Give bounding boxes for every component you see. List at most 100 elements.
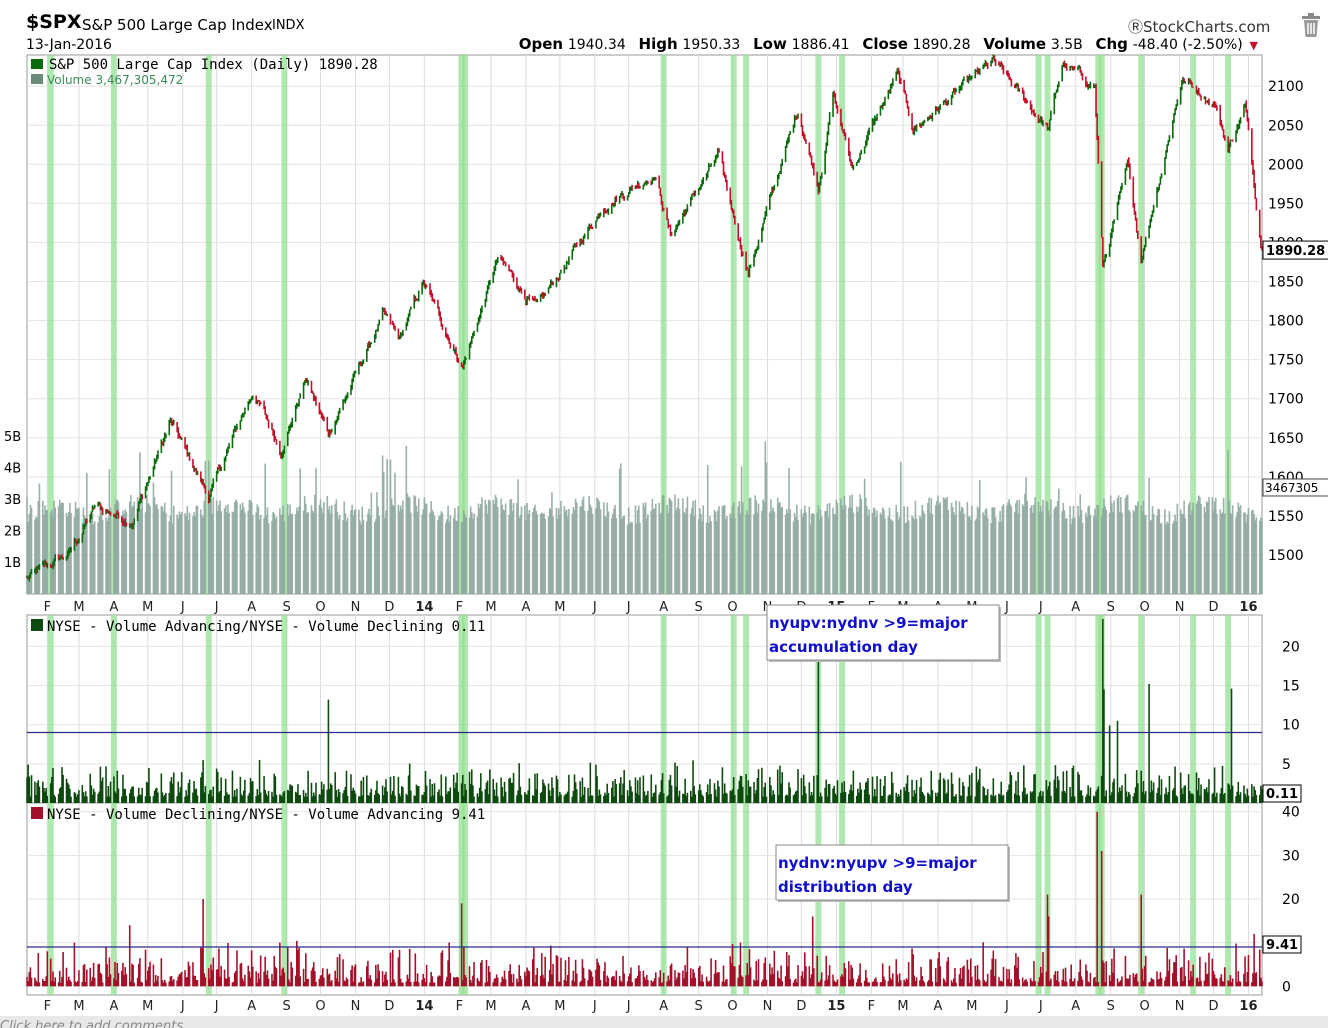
dec-adv-bar	[983, 980, 986, 987]
volume-bar	[311, 510, 314, 594]
volume-bar	[1086, 516, 1088, 594]
volume-bar	[354, 509, 357, 594]
dec-adv-bar	[354, 964, 357, 987]
volume-bar	[785, 508, 788, 594]
dec-adv-bar	[1212, 971, 1215, 987]
adv-dec-bar	[573, 774, 576, 803]
adv-dec-bar	[684, 778, 686, 803]
volume-bar	[58, 499, 61, 594]
adv-dec-bar	[581, 777, 584, 803]
adv-dec-bar	[832, 788, 834, 803]
volume-bar	[946, 496, 948, 594]
volume-bar	[627, 507, 630, 594]
volume-bar	[259, 514, 262, 594]
dec-adv-bar	[722, 965, 725, 987]
adv-dec-bar	[536, 773, 539, 803]
adv-dec-bar	[668, 779, 671, 803]
adv-dec-bar	[568, 774, 570, 803]
adv-dec-bar	[54, 796, 57, 803]
volume-bar	[350, 510, 352, 594]
dec-adv-bar	[734, 966, 736, 987]
adv-dec-bar	[233, 790, 236, 803]
dec-adv-bar	[620, 980, 622, 987]
brand-logo[interactable]: ⓇStockCharts.com	[1128, 16, 1270, 37]
adv-dec-bar	[826, 796, 829, 803]
adv-dec-bar	[942, 778, 945, 803]
dec-adv-bar	[1144, 955, 1147, 987]
volume-bar	[1236, 512, 1238, 594]
dec-adv-bar	[342, 959, 344, 987]
volume-bar	[1167, 523, 1170, 594]
dec-adv-bar	[659, 970, 662, 987]
volume-bar	[539, 513, 542, 594]
adv-dec-bar	[321, 789, 324, 803]
adv-dec-bar	[1018, 795, 1021, 803]
dec-adv-bar	[880, 981, 883, 987]
volume-bar	[1056, 501, 1059, 594]
dec-adv-bar	[476, 978, 479, 987]
dec-adv-bar	[739, 942, 742, 987]
volume-bar	[788, 468, 790, 594]
dec-adv-bar	[1134, 974, 1137, 987]
adv-dec-bar	[46, 795, 49, 803]
dec-adv-bar	[1164, 980, 1166, 987]
adv-dec-bar	[407, 775, 410, 803]
dec-adv-bar	[551, 974, 553, 987]
adv-dec-bar	[1102, 618, 1104, 803]
dec-adv-bar	[808, 966, 811, 987]
dec-adv-bar	[83, 964, 86, 987]
adv-dec-bar	[288, 790, 290, 803]
adv-dec-bar	[857, 788, 859, 803]
dec-adv-bar	[835, 981, 838, 987]
adv-dec-bar	[455, 782, 457, 803]
volume-bar	[329, 513, 332, 594]
dec-adv-bar	[1077, 980, 1079, 987]
x-tick-label: 14	[415, 600, 433, 615]
dec-adv-bar	[125, 974, 128, 987]
volume-bar	[1118, 512, 1121, 594]
dec-adv-bar	[343, 980, 346, 987]
adv-dec-bar	[1246, 788, 1249, 803]
adv-dec-bar	[828, 783, 831, 803]
trash-icon[interactable]	[1300, 12, 1322, 38]
adv-dec-bar	[825, 779, 828, 803]
volume-bar	[675, 510, 677, 594]
volume-bar	[1212, 511, 1215, 594]
dec-adv-bar	[779, 979, 781, 987]
add-comments-link[interactable]: Click here to add comments	[0, 1016, 1328, 1028]
dec-adv-bar	[66, 980, 69, 987]
adv-dec-bar	[334, 772, 336, 803]
adv-dec-bar	[622, 783, 624, 803]
adv-dec-bar	[525, 794, 527, 803]
adv-dec-bar	[1208, 779, 1210, 803]
adv-dec-bar	[887, 795, 890, 803]
volume-bar	[321, 512, 324, 594]
dec-adv-bar	[872, 981, 875, 987]
dec-adv-bar	[892, 973, 894, 987]
volume-bar	[393, 506, 395, 594]
dec-adv-bar	[904, 981, 907, 987]
adv-dec-bar	[187, 783, 190, 803]
volume-bar	[456, 520, 458, 594]
dec-adv-bar	[312, 962, 315, 987]
volume-bar	[1007, 502, 1009, 594]
dec-adv-bar	[1187, 960, 1190, 987]
dec-adv-bar	[107, 976, 110, 987]
dec-adv-bar	[1033, 961, 1035, 987]
x-tick-label-bottom: M	[897, 999, 908, 1014]
adv-dec-bar	[1223, 793, 1226, 803]
volume-bar	[683, 512, 685, 594]
adv-dec-bar	[866, 781, 868, 803]
dec-adv-bar	[148, 966, 150, 987]
dec-adv-bar	[519, 975, 522, 987]
volume-bar	[810, 514, 813, 594]
dec-adv-bar	[389, 952, 392, 987]
dec-adv-bar	[773, 950, 776, 987]
dec-adv-bar	[100, 973, 103, 987]
high-value: 1950.33	[682, 37, 741, 53]
volume-bar	[52, 517, 54, 594]
volume-bar	[216, 510, 219, 594]
adv-dec-bar	[73, 792, 76, 803]
volume-bar	[1156, 515, 1158, 594]
adv-dec-bar	[706, 784, 709, 803]
